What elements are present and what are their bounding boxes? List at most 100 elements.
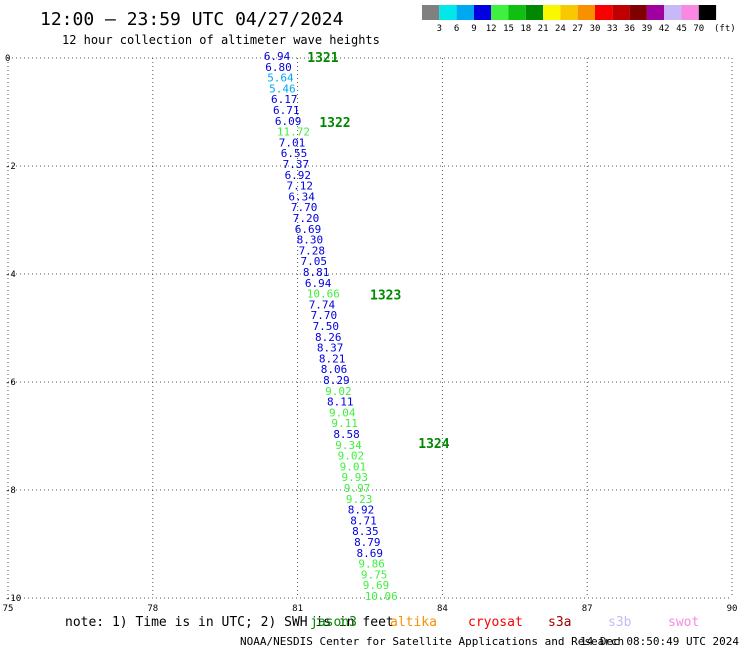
- swh-value-label: 6.94: [264, 50, 291, 63]
- pass-number-labels: 1321 1322 1323 1324: [307, 51, 449, 452]
- swh-value-label: 8.81: [303, 266, 330, 279]
- mission-label: altika: [390, 615, 437, 630]
- y-tick-label: 0: [5, 54, 10, 64]
- swh-value-label: 8.06: [321, 363, 348, 376]
- swh-value-label: 9.02: [338, 450, 365, 463]
- mission-label: swot: [668, 615, 699, 630]
- swh-data-labels: 6.946.805.645.466.176.716.0911.727.016.5…: [264, 50, 398, 603]
- note-text: note: 1) Time is in UTC; 2) SWH is in fe…: [65, 615, 394, 630]
- mission-legend: jason3 altika cryosat s3a s3b swot: [310, 615, 699, 630]
- swh-value-label: 9.01: [340, 460, 367, 473]
- swh-value-label: 8.71: [350, 514, 377, 527]
- legend-bin-label: 30: [590, 24, 601, 34]
- y-tick-label: -4: [5, 270, 16, 280]
- swh-value-label: 7.28: [299, 244, 326, 257]
- swh-value-label: 7.12: [286, 180, 313, 193]
- legend-bin-label: 18: [520, 24, 531, 34]
- y-tick-label: -8: [5, 486, 16, 496]
- swh-value-label: 11.72: [277, 126, 310, 139]
- swh-value-label: 7.01: [279, 136, 306, 149]
- legend-unit: (ft): [714, 24, 736, 34]
- legend-bin-label: 27: [572, 24, 583, 34]
- swh-value-label: 10.66: [307, 288, 340, 301]
- legend-bin-label: 21: [538, 24, 549, 34]
- swh-value-label: 8.58: [333, 428, 360, 441]
- color-scale-legend: 3 6 9 12 15 18 21 24 27 30 33 36 39 42 45 70 (ft): [422, 5, 736, 34]
- legend-swatch: [439, 5, 457, 20]
- legend-bin-label: 3: [437, 24, 442, 34]
- x-tick-label: 90: [727, 604, 738, 614]
- x-tick-label: 78: [147, 604, 158, 614]
- swh-value-label: 7.74: [309, 298, 336, 311]
- chart-subtitle: 12 hour collection of altimeter wave hei…: [62, 33, 380, 47]
- swh-value-label: 8.21: [319, 352, 346, 365]
- swh-value-label: 6.71: [273, 104, 300, 117]
- swh-value-label: 5.46: [269, 82, 296, 95]
- legend-bin-label: 12: [486, 24, 497, 34]
- pass-label: 1322: [319, 116, 350, 131]
- mission-label: cryosat: [468, 615, 523, 630]
- swh-value-label: 9.93: [342, 471, 369, 484]
- swh-value-label: 5.64: [267, 72, 294, 85]
- pass-label: 1323: [370, 289, 401, 304]
- swh-value-label: 8.30: [297, 234, 324, 247]
- footer-credit: NOAA/NESDIS Center for Satellite Applica…: [240, 635, 624, 648]
- swh-value-label: 9.04: [329, 406, 356, 419]
- x-tick-label: 87: [582, 604, 593, 614]
- x-tick-label: 84: [437, 604, 448, 614]
- swh-value-label: 8.26: [315, 331, 342, 344]
- x-tick-labels: 75 78 81 84 87 90: [3, 604, 738, 614]
- legend-swatch: [525, 5, 544, 20]
- pass-label: 1321: [307, 51, 338, 66]
- swh-value-label: 6.94: [305, 277, 332, 290]
- swh-value-label: 9.69: [363, 579, 390, 592]
- y-tick-label: -6: [5, 378, 16, 388]
- y-tick-label: -2: [5, 162, 16, 172]
- legend-swatch: [612, 5, 630, 20]
- chart-title: 12:00 – 23:59 UTC 04/27/2024: [40, 9, 343, 30]
- swh-value-label: 6.92: [285, 169, 312, 182]
- legend-swatch: [629, 5, 647, 20]
- mission-label: jason3: [310, 615, 357, 630]
- swh-value-label: 6.69: [295, 223, 322, 236]
- swh-value-label: 8.92: [348, 504, 375, 517]
- swh-value-label: 9.11: [331, 417, 358, 430]
- legend-swatch: [543, 5, 561, 20]
- legend-bin-label: 6: [454, 24, 459, 34]
- swh-value-label: 7.20: [293, 212, 320, 225]
- footer-timestamp: 14 Dec 08:50:49 UTC 2024: [580, 635, 739, 648]
- swh-value-label: 6.55: [281, 147, 308, 160]
- legend-swatch: [560, 5, 578, 20]
- legend-swatch: [456, 5, 474, 20]
- swh-value-label: 9.34: [335, 439, 362, 452]
- swh-value-label: 8.11: [327, 396, 354, 409]
- swh-value-label: 9.75: [361, 568, 388, 581]
- swh-value-label: 9.23: [346, 493, 373, 506]
- legend-swatch: [595, 5, 613, 20]
- legend-swatch: [473, 5, 492, 20]
- legend-swatch: [491, 5, 509, 20]
- pass-label: 1324: [418, 437, 449, 452]
- legend-bin-label: 42: [659, 24, 670, 34]
- legend-swatch: [646, 5, 665, 20]
- legend-bin-label: 15: [503, 24, 514, 34]
- legend-swatch: [508, 5, 526, 20]
- mission-label: s3a: [548, 615, 571, 630]
- x-tick-label: 75: [3, 604, 14, 614]
- swh-value-label: 7.05: [300, 255, 327, 268]
- swh-value-label: 7.70: [311, 309, 338, 322]
- y-tick-label: -10: [5, 594, 21, 604]
- swh-value-label: 10.06: [365, 590, 398, 603]
- legend-bin-label: 36: [624, 24, 635, 34]
- grid-lines: [7, 57, 733, 599]
- swh-value-label: 8.29: [323, 374, 350, 387]
- legend-swatch: [664, 5, 682, 20]
- swh-value-label: 8.37: [317, 342, 344, 355]
- y-tick-labels: 0 -2 -4 -6 -8 -10: [5, 54, 21, 604]
- swh-value-label: 7.37: [283, 158, 310, 171]
- swh-value-label: 7.50: [313, 320, 340, 333]
- legend-bin-label: 70: [693, 24, 704, 34]
- legend-bin-label: 33: [607, 24, 618, 34]
